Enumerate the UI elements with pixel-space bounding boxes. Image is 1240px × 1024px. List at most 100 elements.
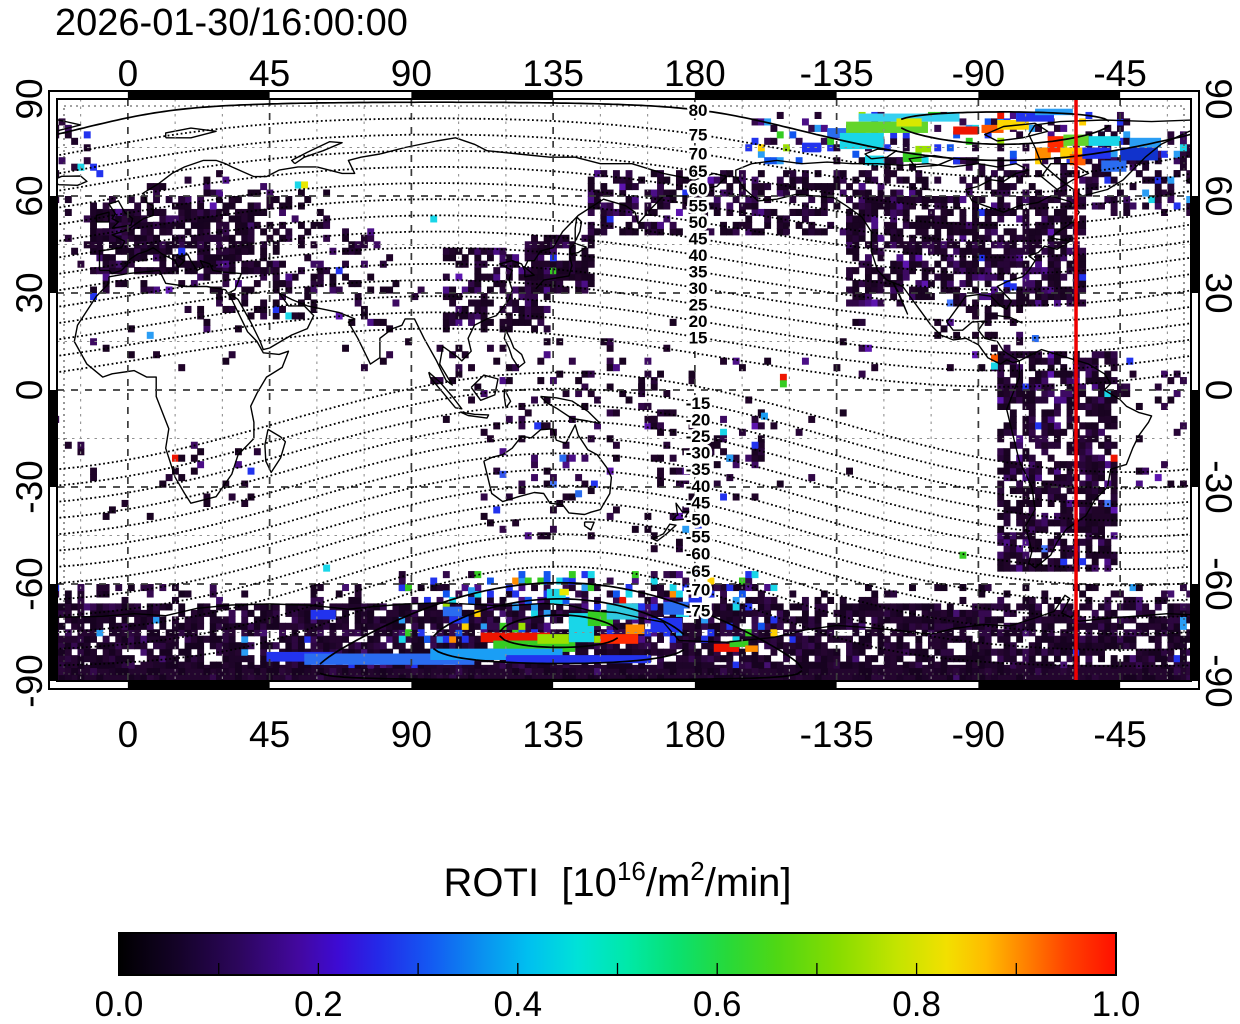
plot-title-datetime: 2026-01-30/16:00:00 [55,2,408,44]
lat-axis-left-label: 0 [9,380,50,401]
maglat-contour-label: -70 [686,581,711,600]
maglat-contour-15 [57,311,1191,372]
maglat-contour-label: -45 [686,494,711,513]
maglat-contour--30 [57,436,1191,538]
maglat-contour-label: -40 [686,477,711,496]
lat-axis-right-label: -30 [1198,460,1239,513]
maglat-contour-10 [57,327,1191,388]
maglat-contour-label: 15 [689,328,708,347]
maglat-contour-label: 50 [689,213,708,232]
lat-axis-right-label: 90 [1198,78,1239,119]
lon-axis-bottom-label: 180 [664,714,726,755]
lat-axis-left-label: -30 [9,460,50,513]
maglat-contour-label: 60 [689,179,708,198]
maglat-contour--10 [57,371,1191,473]
maglat-contour-label: -60 [686,545,711,564]
maglat-contour-80 [57,101,1191,162]
maglat-contour-55 [57,182,1191,243]
maglat-contour--75 [319,581,803,681]
maglat-contour-label: -30 [686,444,711,463]
lat-axis-right-label: 60 [1198,175,1239,216]
graticule [57,99,1191,681]
maglat-contour-20 [57,295,1191,356]
maglat-contour-label: 40 [689,246,708,265]
colorbar-tick-label: 0.6 [693,985,742,1024]
coastlines [57,119,1191,643]
lon-axis-bottom-label: -135 [800,714,874,755]
colorbar: 0.0 0.2 0.4 0.6 0.8 1.0 [95,932,1141,1024]
maglat-contour--20 [57,404,1191,506]
lon-axis-bottom-label: -90 [952,714,1005,755]
lon-axis-bottom-label: 135 [522,714,584,755]
colorbar-tick-label: 0.4 [493,985,542,1024]
inner-dotted-frame [63,105,1185,675]
maglat-contour-label: 70 [689,145,708,164]
maglat-contour-label: -35 [686,460,711,479]
maglat-contour-75 [57,117,1191,178]
maglat-contour-35 [57,246,1191,307]
data-cells [57,108,1191,681]
colorbar-title-exponent2: 2 [690,856,705,886]
maglat-contour-45 [57,214,1191,275]
lon-axis-top-label: 0 [118,53,139,94]
maglat-contour-label: -50 [686,510,711,529]
lon-axis-top-label: -45 [1093,53,1146,94]
lat-axis-right-label: -60 [1198,557,1239,610]
maglat-contour-60 [57,166,1191,226]
colorbar-title-prefix: ROTI [10 [443,861,617,905]
maglat-contour-label: 25 [689,296,708,315]
maglat-contour-70 [57,133,1191,194]
map-frame [48,90,1200,690]
lon-axis-bottom-label: 0 [118,714,139,755]
maglat-contour-label: 55 [689,196,708,215]
maglat-contour-label: -55 [686,527,711,546]
maglat-contour-label: -25 [686,427,711,446]
maglat-contour--85 [498,614,619,649]
lat-axis-left-label: 30 [9,272,50,313]
maglat-contour-label: -20 [686,411,711,430]
lat-axis-left-label: 90 [9,78,50,119]
maglat-contour-label: -75 [686,601,711,620]
lon-axis-top-label: -135 [800,53,874,94]
lat-axis-right-label: 30 [1198,272,1239,313]
lat-axis-right-label: -90 [1198,654,1239,707]
maglat-contour-label: 30 [689,279,708,298]
maglat-contour--15 [57,387,1191,490]
maglat-contour-label: -65 [686,562,711,581]
lat-axis-left-label: 60 [9,175,50,216]
lon-axis-bottom-label: 90 [391,714,432,755]
maglat-contour-label: 75 [689,126,708,145]
maglat-contour-label: 35 [689,263,708,282]
magnetic-contours [57,101,1191,681]
lon-axis-top-label: 135 [522,53,584,94]
lon-axis-bottom-label: -45 [1093,714,1146,755]
maglat-contour--80 [432,598,685,665]
colorbar-title-suffix: /min] [704,861,792,905]
colorbar-title: ROTI [1016/m2/min] [119,856,1116,906]
colorbar-tick-label: 1.0 [1092,985,1141,1024]
axis-labels: 0045459090135135180180-135-135-90-90-45-… [9,53,1239,755]
maglat-contour-label: 65 [689,162,708,181]
lon-axis-top-label: 90 [391,53,432,94]
maglat-contour-label: 80 [689,101,708,120]
maglat-contour--35 [57,452,1191,554]
lon-axis-top-label: 180 [664,53,726,94]
maglat-contour-50 [57,198,1191,259]
maglat-contour-label: 45 [689,230,708,249]
lat-axis-right-label: 0 [1198,380,1239,401]
maglat-contour--40 [57,468,1191,570]
lon-axis-top-label: -90 [952,53,1005,94]
maglat-contour-65 [57,149,1191,210]
lat-axis-left-label: -60 [9,557,50,610]
colorbar-title-exponent: 16 [616,856,646,886]
maglat-contour-40 [57,230,1191,291]
lat-axis-left-label: -90 [9,654,50,707]
lon-axis-bottom-label: 45 [249,714,290,755]
maglat-contour-25 [57,279,1191,340]
maglat-contour--25 [57,420,1191,522]
colorbar-tick-label: 0.8 [892,985,941,1024]
maglat-contour-30 [57,263,1191,323]
